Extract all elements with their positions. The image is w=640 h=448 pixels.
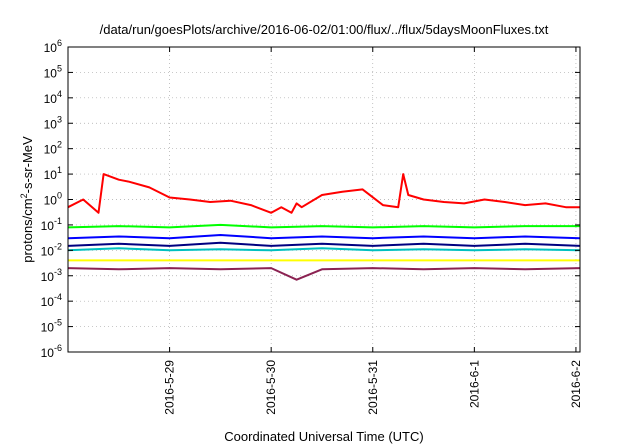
y-tick-label: 102	[44, 140, 62, 157]
y-tick-label: 104	[44, 89, 62, 106]
series-line-2	[67, 223, 580, 229]
series-line-5	[67, 241, 581, 247]
y-tick-exp: 0	[57, 191, 62, 201]
y-tick-exp: 4	[57, 89, 62, 99]
y-tick-base: 10	[44, 168, 58, 182]
grid-layer	[68, 47, 580, 352]
y-tick-exp: 1	[57, 165, 62, 175]
x-tick-label: 2016-6-1	[467, 360, 481, 408]
y-axis-label-sup: 2	[19, 193, 29, 198]
series-layer	[67, 173, 581, 281]
y-tick-label: 10-4	[41, 292, 62, 309]
chart-title: /data/run/goesPlots/archive/2016-06-02/0…	[100, 22, 549, 37]
series-line-4	[67, 234, 581, 240]
x-tick-label: 2016-5-30	[264, 360, 278, 415]
y-tick-base: 10	[44, 143, 58, 157]
y-tick-base: 10	[41, 346, 55, 360]
y-tick-exp: -3	[54, 267, 62, 277]
y-tick-exp: 2	[57, 140, 62, 150]
y-tick-exp: -1	[54, 216, 62, 226]
series-line-1	[67, 173, 580, 214]
y-tick-exp: -4	[54, 292, 62, 302]
y-tick-label: 106	[44, 38, 62, 55]
x-tick-label: 2016-6-2	[569, 360, 583, 408]
y-tick-exp: 5	[57, 63, 62, 73]
y-axis: 10610510410310210110010-110-210-310-410-…	[41, 38, 580, 360]
y-tick-label: 103	[44, 114, 62, 131]
y-tick-base: 10	[41, 244, 55, 258]
y-tick-label: 10-6	[41, 343, 62, 360]
y-tick-exp: 6	[57, 38, 62, 48]
y-axis-label-main: protons/cm	[20, 198, 35, 262]
y-tick-exp: -6	[54, 343, 62, 353]
y-tick-label: 105	[44, 63, 62, 80]
x-axis-label: Coordinated Universal Time (UTC)	[224, 429, 423, 444]
y-tick-base: 10	[41, 321, 55, 335]
y-tick-exp: -5	[54, 318, 62, 328]
series-line-7	[67, 267, 581, 281]
y-tick-label: 10-3	[41, 267, 62, 284]
y-tick-exp: 3	[57, 114, 62, 124]
y-tick-label: 10-5	[41, 318, 62, 335]
y-tick-base: 10	[41, 270, 55, 284]
y-tick-base: 10	[41, 219, 55, 233]
y-tick-exp: -2	[54, 241, 62, 251]
series-line-3	[67, 247, 581, 252]
x-axis: 2016-5-29 2016-5-30 2016-5-31 2016-6-1 2016-…	[163, 47, 583, 415]
x-tick-label: 2016-5-29	[163, 360, 177, 415]
y-tick-base: 10	[44, 92, 58, 106]
y-tick-base: 10	[44, 194, 58, 208]
y-tick-label: 100	[44, 191, 62, 208]
y-tick-label: 10-1	[41, 216, 62, 233]
y-axis-label: protons/cm2-s-sr-MeV	[19, 136, 35, 263]
y-tick-base: 10	[44, 117, 58, 131]
y-tick-label: 101	[44, 165, 62, 182]
y-tick-base: 10	[44, 41, 58, 55]
x-tick-label: 2016-5-31	[366, 360, 380, 415]
y-tick-base: 10	[44, 66, 58, 80]
y-axis-label-rest: -s-sr-MeV	[20, 136, 35, 193]
y-tick-label: 10-2	[41, 241, 62, 258]
y-tick-base: 10	[41, 295, 55, 309]
